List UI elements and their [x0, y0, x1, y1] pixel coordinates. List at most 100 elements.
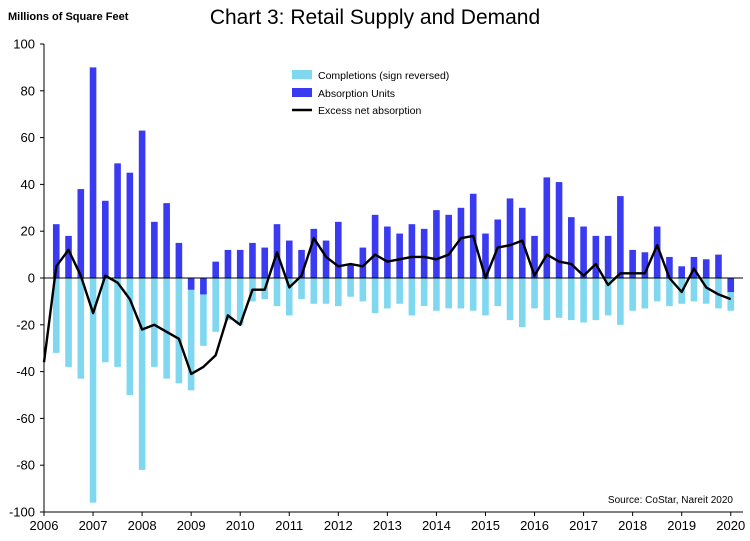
x-tick-label: 2010	[226, 518, 255, 533]
absorption-bar	[396, 233, 403, 278]
legend-label-completions: Completions (sign reversed)	[318, 70, 449, 82]
x-tick-label: 2017	[569, 518, 598, 533]
absorption-bar	[702, 259, 710, 278]
completions-bar	[543, 278, 551, 321]
x-tick-label: 2007	[79, 518, 108, 533]
y-tick-label: 60	[21, 130, 35, 145]
absorption-bar	[506, 198, 514, 278]
completions-bar	[371, 278, 379, 314]
excess-net-absorption-line	[42, 234, 732, 376]
absorption-bar	[482, 233, 489, 278]
completions-bar	[335, 278, 342, 307]
completions-bar	[690, 278, 698, 302]
legend: Completions (sign reversed) Absorption U…	[292, 70, 449, 117]
absorption-bar	[322, 240, 330, 278]
completions-bar	[77, 278, 85, 379]
completions-bar	[310, 278, 318, 304]
absorption-bar	[212, 261, 219, 278]
completions-bar	[592, 278, 600, 321]
absorption-bar	[285, 240, 293, 278]
completions-bar	[285, 278, 293, 316]
y-tick-label: 100	[13, 37, 35, 52]
absorption-bar	[641, 252, 649, 278]
absorption-bar	[249, 242, 256, 278]
completions-bar	[384, 278, 391, 309]
absorption-bar	[653, 226, 661, 278]
x-tick-label: 2006	[30, 518, 59, 533]
absorption-bar	[273, 224, 281, 278]
completions-bar	[114, 278, 121, 367]
absorption-bar	[408, 224, 416, 278]
y-tick-label: -80	[16, 458, 35, 473]
completions-bar	[506, 278, 514, 321]
absorption-bar	[77, 189, 85, 278]
x-tick-label: 2011	[275, 518, 303, 533]
completions-bar	[187, 278, 195, 391]
completions-bar	[420, 278, 428, 307]
legend-swatch-absorption	[292, 88, 312, 97]
completions-bar	[727, 278, 735, 311]
completions-bar	[52, 278, 60, 353]
absorption-bar	[200, 278, 207, 295]
absorption-bar	[187, 278, 195, 290]
completions-bar	[457, 278, 465, 309]
absorption-bar	[580, 226, 587, 278]
absorption-bar	[445, 214, 452, 278]
y-tick-label: 20	[21, 224, 35, 239]
legend-label-absorption: Absorption Units	[318, 88, 395, 100]
completions-bar	[224, 278, 232, 321]
legend-swatch-completions	[292, 70, 312, 79]
absorption-bar	[359, 247, 367, 278]
completions-bar	[702, 278, 710, 304]
absorption-bar	[347, 263, 354, 278]
absorption-bar	[126, 172, 134, 278]
completions-bar	[469, 278, 477, 311]
absorption-bar	[236, 249, 244, 278]
y-tick-label: -100	[9, 505, 35, 520]
absorption-bar	[114, 163, 121, 278]
source-note: Source: CoStar, Nareit 2020	[608, 495, 734, 506]
x-tick-label: 2019	[667, 518, 696, 533]
absorption-bar	[715, 254, 722, 278]
absorption-bar	[384, 226, 391, 278]
completions-bar	[445, 278, 452, 309]
absorption-bar	[102, 200, 109, 278]
completions-bar	[65, 278, 72, 367]
x-tick-label: 2008	[128, 518, 157, 533]
completions-bar	[212, 278, 219, 332]
completions-bar	[568, 278, 575, 321]
completions-bar	[163, 278, 170, 379]
y-tick-label: 0	[28, 271, 35, 286]
absorption-bar	[531, 235, 538, 278]
completions-bar	[555, 278, 563, 318]
absorption-bar	[261, 247, 269, 278]
completions-bar	[617, 278, 624, 325]
completions-bar	[138, 278, 146, 470]
x-tick-label: 2016	[520, 518, 549, 533]
y-tick-label: 40	[21, 177, 35, 192]
x-tick-label: 2014	[422, 518, 451, 533]
legend-label-excess: Excess net absorption	[318, 105, 421, 117]
completions-bar	[604, 278, 612, 316]
completions-bar	[200, 278, 207, 346]
completions-bar	[666, 278, 673, 307]
x-tick-label: 2018	[618, 518, 647, 533]
y-tick-label: 80	[21, 83, 35, 98]
completions-bar	[322, 278, 330, 304]
absorption-bar	[420, 228, 428, 278]
absorption-bar	[52, 224, 60, 278]
completions-bar	[396, 278, 403, 304]
completions-bar	[433, 278, 440, 311]
y-axis-ticks: 100 80 60 40 20 0 -20 -40 -60 -80 -100	[9, 37, 44, 520]
completions-bar	[494, 278, 502, 307]
completions-bar	[102, 278, 109, 363]
x-tick-label: 2012	[324, 518, 353, 533]
absorption-bar	[678, 266, 685, 278]
y-tick-label: -40	[16, 364, 35, 379]
completions-bar	[347, 278, 354, 297]
completions-bar	[580, 278, 587, 323]
absorption-bar	[433, 210, 440, 278]
completions-bar	[531, 278, 538, 309]
completions-bar	[359, 278, 367, 302]
